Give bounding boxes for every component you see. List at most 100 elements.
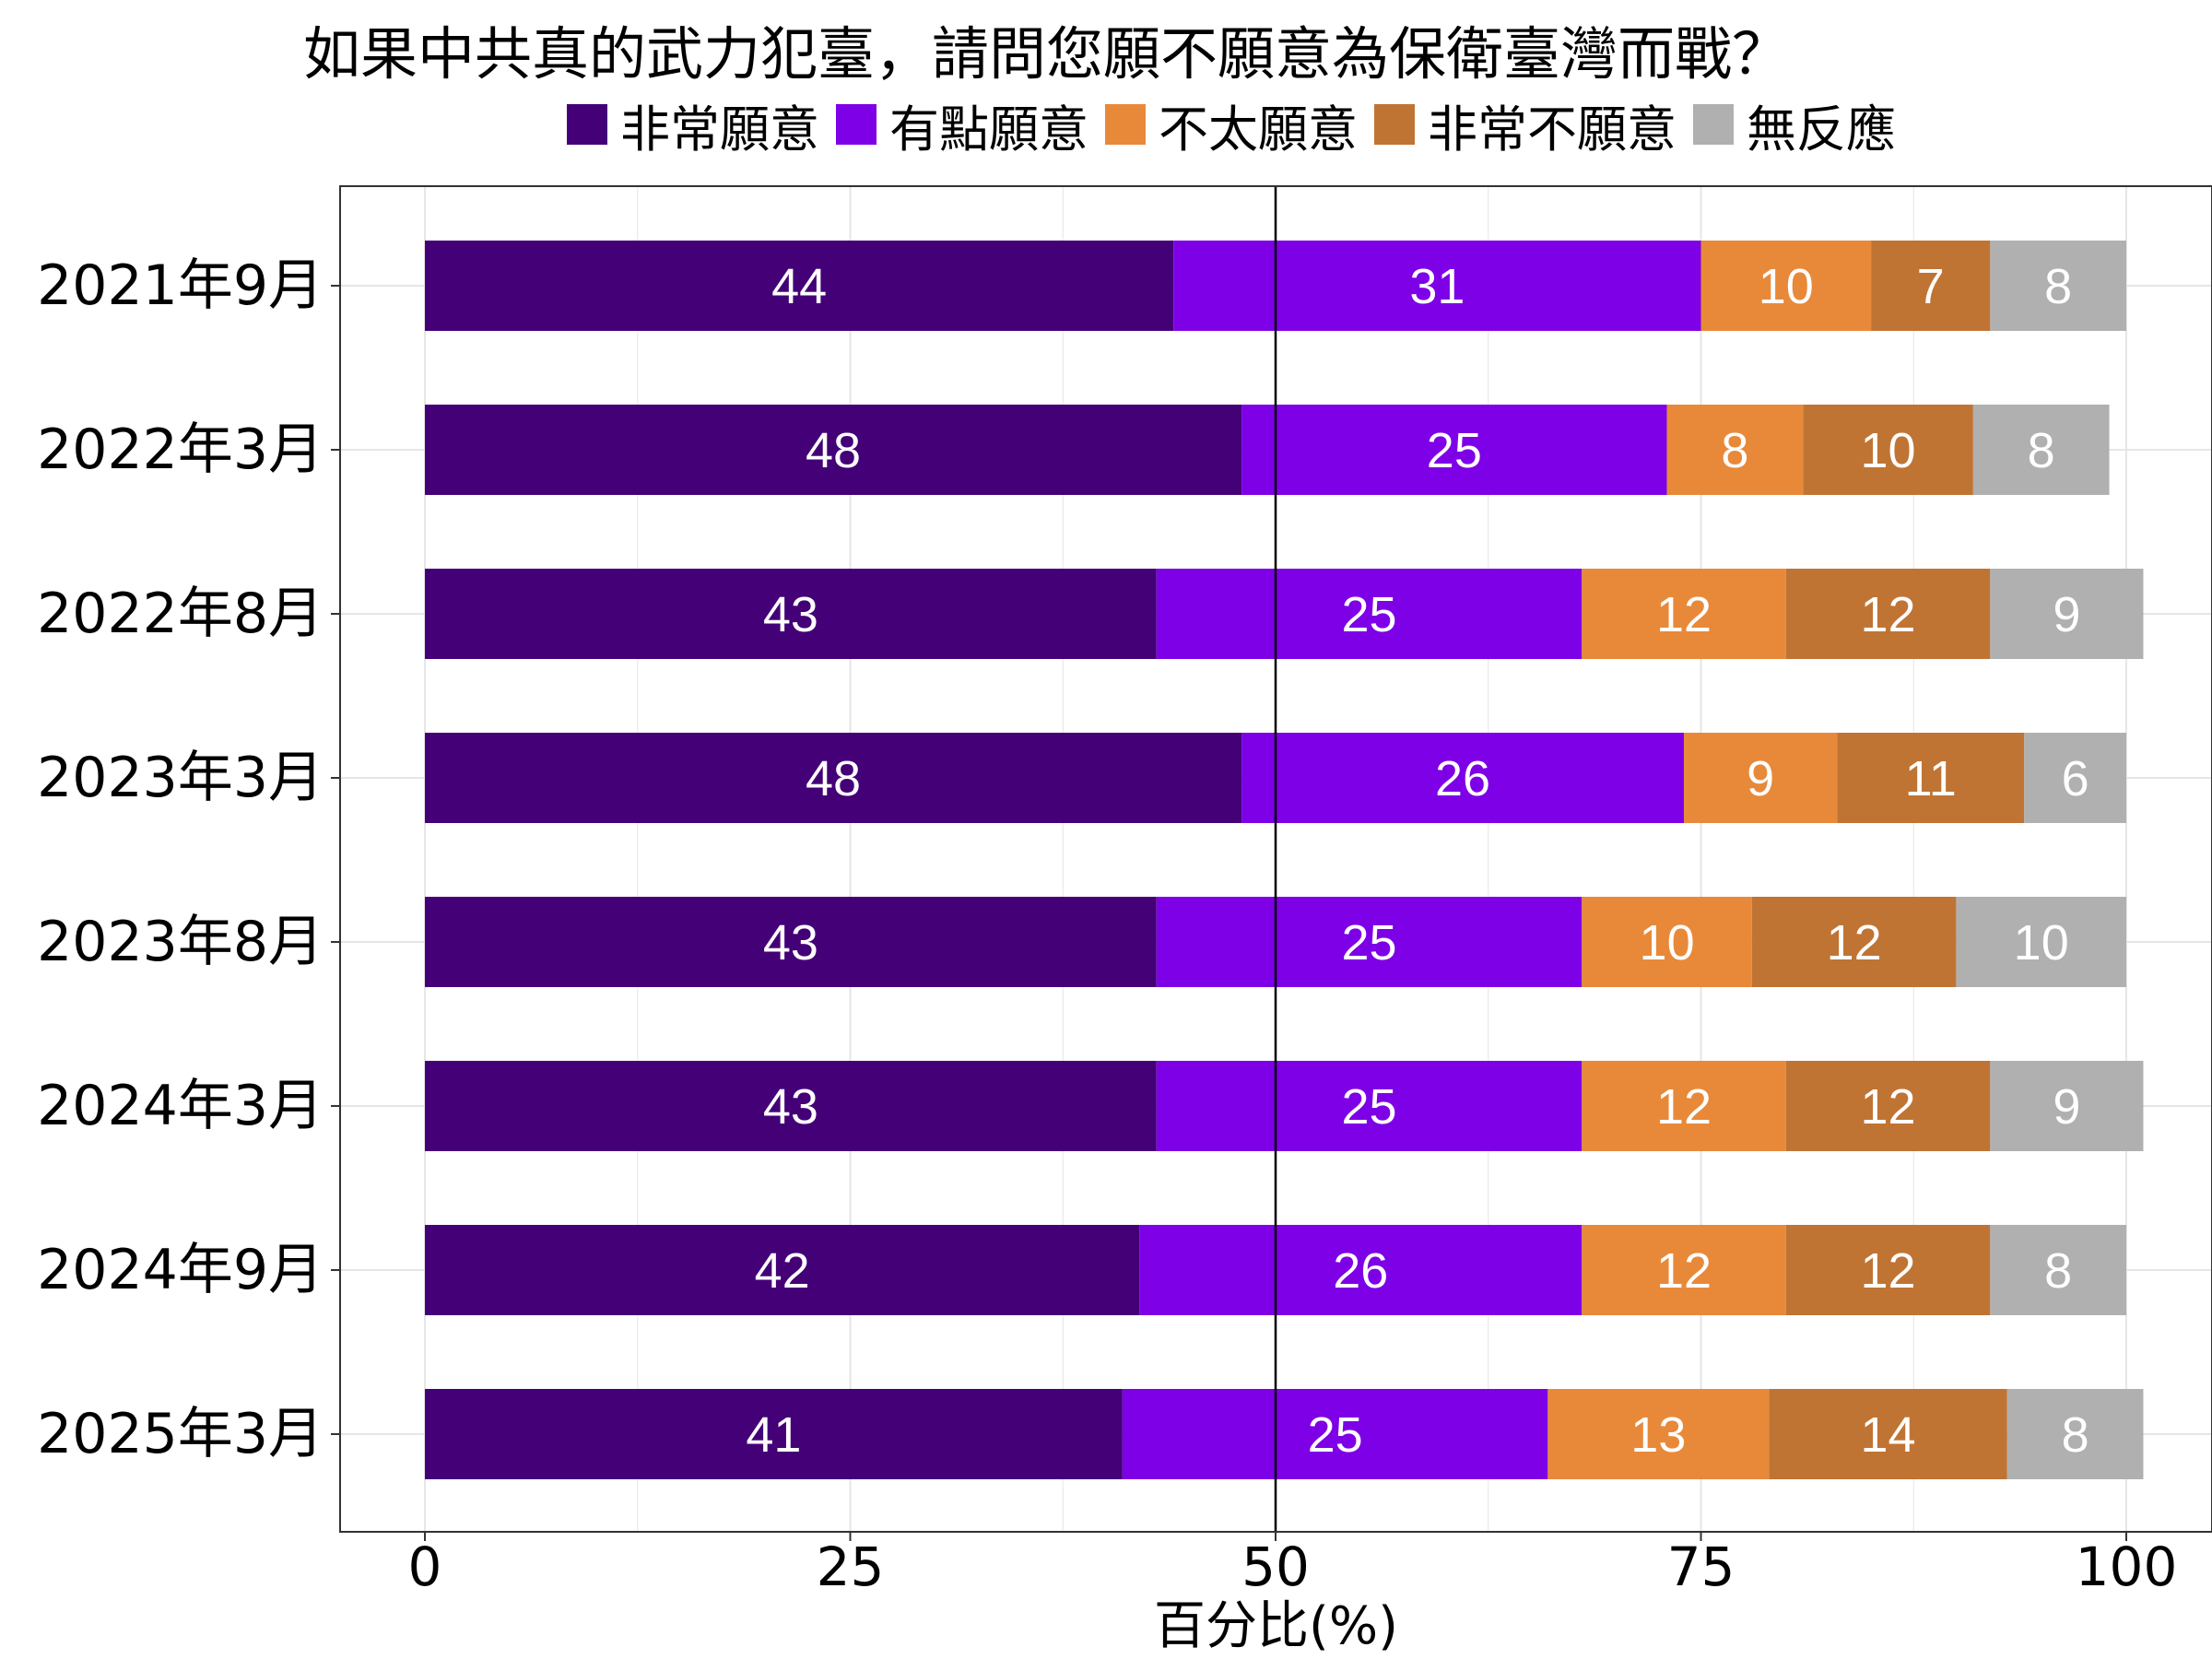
bar-segment bbox=[1582, 897, 1752, 987]
bar-segment bbox=[1990, 569, 2144, 659]
data-label: 41 bbox=[746, 1407, 801, 1463]
data-label: 9 bbox=[2053, 1079, 2080, 1135]
data-label: 6 bbox=[2062, 751, 2089, 806]
legend-item: 無反應 bbox=[1693, 88, 1896, 161]
bar-segment bbox=[1122, 1389, 1548, 1479]
legend-label: 不太願意 bbox=[1159, 100, 1358, 159]
data-label: 8 bbox=[2028, 423, 2055, 478]
legend-swatch bbox=[567, 104, 607, 145]
data-label: 8 bbox=[2044, 259, 2072, 314]
legend-swatch bbox=[1105, 104, 1146, 145]
bar-segment bbox=[1156, 1061, 1583, 1151]
data-label: 25 bbox=[1427, 423, 1482, 478]
data-label: 43 bbox=[763, 915, 818, 971]
data-label: 8 bbox=[2044, 1243, 2072, 1299]
legend-label: 有點願意 bbox=[889, 100, 1088, 159]
bar-segment bbox=[425, 1389, 1123, 1479]
bar-segment bbox=[425, 241, 1174, 331]
bar-segment bbox=[2006, 1389, 2144, 1479]
data-label: 25 bbox=[1341, 587, 1396, 642]
legend-label: 非常不願意 bbox=[1428, 100, 1677, 159]
legend-swatch bbox=[1374, 104, 1415, 145]
data-label: 12 bbox=[1861, 587, 1916, 642]
bar-segment bbox=[1700, 241, 1872, 331]
data-label: 8 bbox=[2062, 1407, 2089, 1463]
bar-segment bbox=[425, 897, 1157, 987]
data-label: 12 bbox=[1861, 1243, 1916, 1299]
bar-segment bbox=[1990, 1225, 2126, 1315]
chart-title: 如果中共真的武力犯臺，請問您願不願意為保衛臺灣而戰？ bbox=[302, 20, 1789, 88]
data-label: 10 bbox=[2014, 915, 2069, 971]
y-tick-label: 2021年9月 bbox=[37, 253, 324, 318]
y-tick-label: 2025年3月 bbox=[37, 1402, 324, 1466]
bar-segment bbox=[1156, 897, 1583, 987]
bar-segment bbox=[1156, 569, 1583, 659]
bar-segment bbox=[1871, 241, 1991, 331]
legend-item: 非常願意 bbox=[567, 88, 819, 161]
bar-segment bbox=[425, 733, 1242, 823]
x-tick-label: 25 bbox=[817, 1535, 885, 1598]
legend-item: 非常不願意 bbox=[1374, 88, 1677, 161]
data-label: 10 bbox=[1861, 423, 1916, 478]
bar-segment bbox=[1785, 1061, 1991, 1151]
data-label: 10 bbox=[1640, 915, 1695, 971]
data-label: 25 bbox=[1341, 1079, 1396, 1135]
data-label: 44 bbox=[771, 259, 827, 314]
data-label: 26 bbox=[1435, 751, 1490, 806]
data-label: 12 bbox=[1656, 587, 1712, 642]
legend-item: 不太願意 bbox=[1105, 88, 1358, 161]
bar-segment bbox=[1803, 405, 1973, 495]
bar-segment bbox=[1972, 405, 2110, 495]
data-label: 8 bbox=[1721, 423, 1748, 478]
bar-segment bbox=[425, 405, 1242, 495]
bar-segment bbox=[425, 1061, 1157, 1151]
bar-segment bbox=[1173, 241, 1701, 331]
bar-segment bbox=[1582, 569, 1786, 659]
data-label: 25 bbox=[1341, 915, 1396, 971]
bar-segment bbox=[1684, 733, 1838, 823]
bar-segment bbox=[1785, 1225, 1991, 1315]
bar-segment bbox=[425, 1225, 1140, 1315]
bar-segment bbox=[1769, 1389, 2007, 1479]
data-label: 9 bbox=[1747, 751, 1774, 806]
y-tick-label: 2024年3月 bbox=[37, 1074, 324, 1138]
legend-label: 非常願意 bbox=[620, 100, 819, 159]
legend-label: 無反應 bbox=[1747, 100, 1896, 159]
legend-swatch bbox=[1693, 104, 1734, 145]
bar-segment bbox=[1582, 1225, 1786, 1315]
bar-segment bbox=[1837, 733, 2025, 823]
bar-segment bbox=[1751, 897, 1957, 987]
y-tick-label: 2023年8月 bbox=[37, 910, 324, 974]
bar-segment bbox=[2024, 733, 2126, 823]
data-label: 43 bbox=[763, 1079, 818, 1135]
x-tick-label: 50 bbox=[1241, 1535, 1310, 1598]
x-tick-label: 75 bbox=[1667, 1535, 1735, 1598]
bar-segment bbox=[425, 569, 1157, 659]
data-label: 42 bbox=[755, 1243, 810, 1299]
x-axis-title: 百分比(%) bbox=[1154, 1596, 1398, 1656]
bar-segment bbox=[1241, 733, 1685, 823]
data-label: 48 bbox=[806, 423, 861, 478]
data-label: 7 bbox=[1917, 259, 1945, 314]
bar-segment bbox=[1547, 1389, 1770, 1479]
data-label: 48 bbox=[806, 751, 861, 806]
x-tick-label: 100 bbox=[2076, 1535, 2178, 1598]
data-label: 12 bbox=[1656, 1079, 1712, 1135]
bar-segment bbox=[1139, 1225, 1583, 1315]
bar-segment bbox=[1990, 241, 2126, 331]
y-tick-label: 2022年8月 bbox=[37, 582, 324, 646]
bar-segment bbox=[1956, 897, 2126, 987]
data-label: 10 bbox=[1759, 259, 1814, 314]
data-label: 31 bbox=[1409, 259, 1465, 314]
bar-segment bbox=[1785, 569, 1991, 659]
data-label: 43 bbox=[763, 587, 818, 642]
data-label: 13 bbox=[1630, 1407, 1686, 1463]
data-label: 11 bbox=[1905, 751, 1957, 806]
x-tick-label: 0 bbox=[408, 1535, 442, 1598]
data-label: 12 bbox=[1656, 1243, 1712, 1299]
bar-segment bbox=[1582, 1061, 1786, 1151]
y-tick-label: 2024年9月 bbox=[37, 1238, 324, 1302]
data-label: 25 bbox=[1308, 1407, 1363, 1463]
legend-swatch bbox=[836, 104, 877, 145]
